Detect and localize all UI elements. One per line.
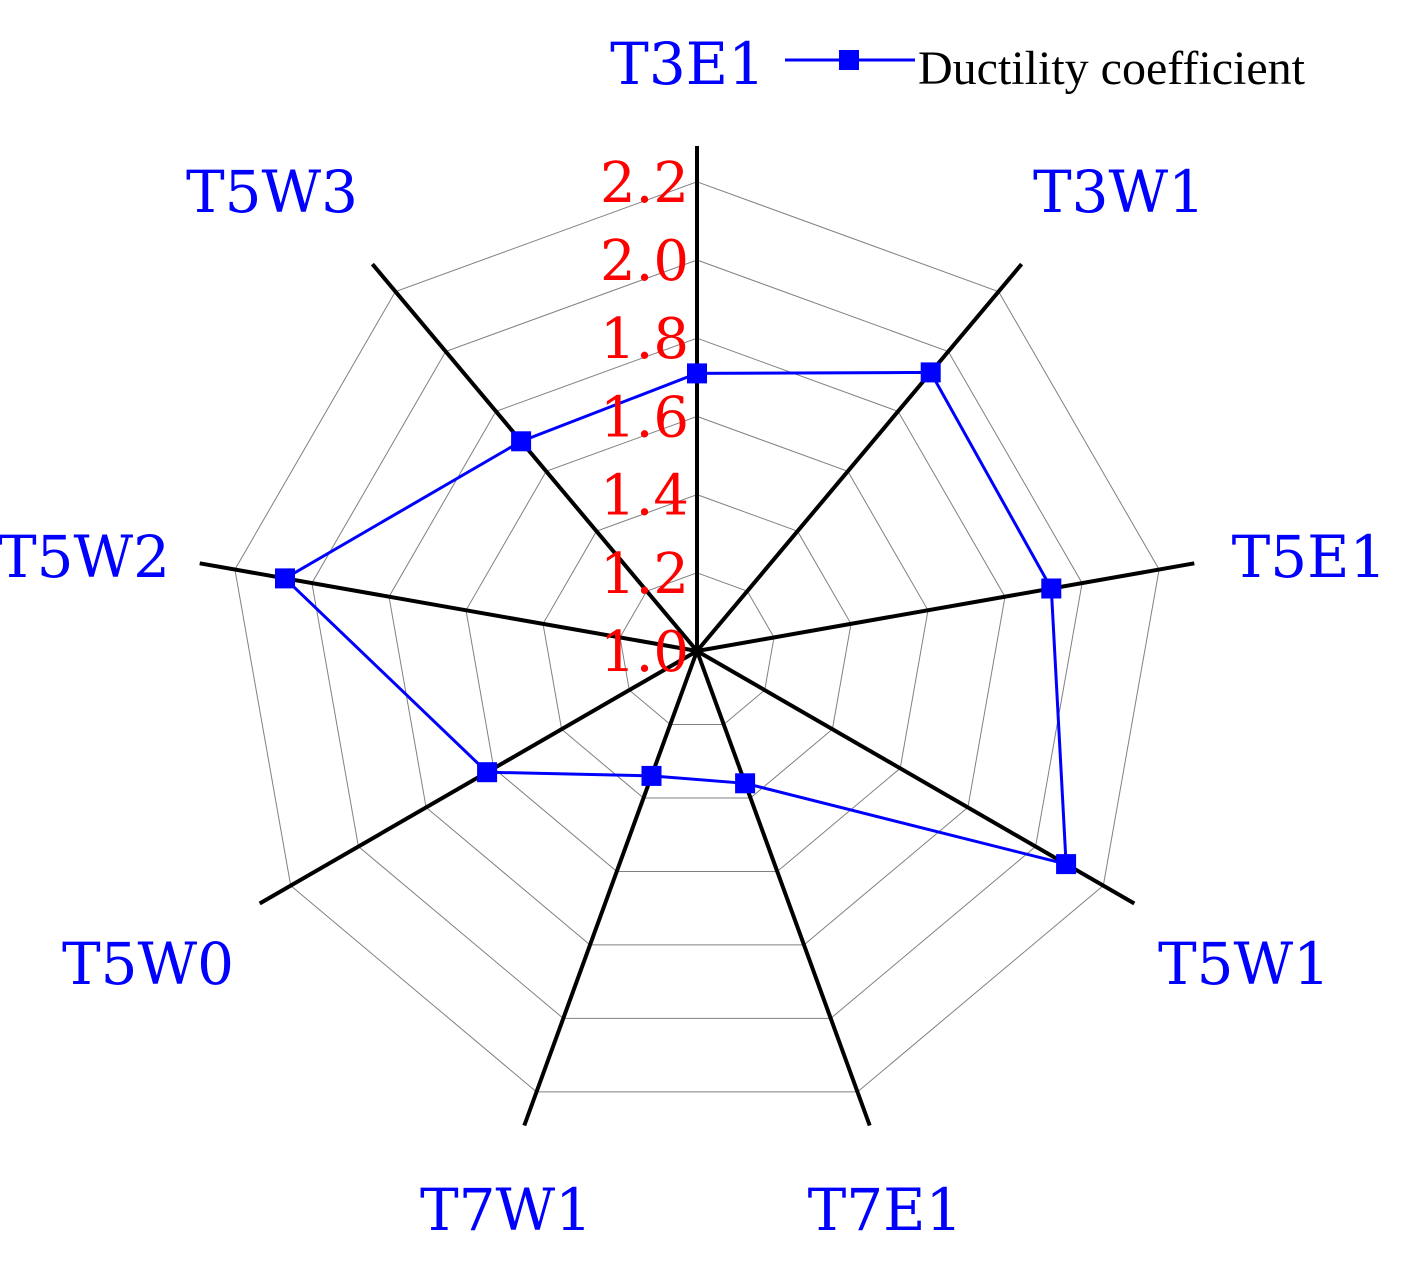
data-point-t5w2 [275,568,295,589]
data-point-t3w1 [920,362,941,383]
grid-ring-4 [388,337,1006,946]
tick-label: 1.0 [600,620,689,685]
category-label-t5w1: T5W1 [1158,930,1330,998]
radar-grid [234,181,1160,1093]
category-label-t3w1: T3W1 [1033,158,1205,226]
data-point-t5w0 [477,762,498,783]
category-label-t5w2: T5W2 [0,523,170,591]
data-point-t7w1 [641,765,662,786]
data-point-t7e1 [735,773,756,794]
data-point-t5w1 [1056,854,1077,875]
legend-label: Ductility coefficient [918,42,1306,95]
axis-t5w3 [370,262,699,653]
axis-t5e1 [696,561,1195,653]
radar-axes [199,146,1195,1127]
axis-t7e1 [695,650,872,1127]
grid-ring-1 [619,572,775,725]
grid-ring-6 [234,181,1160,1093]
radial-tick-labels: 1.0 1.2 1.4 1.6 1.8 2.0 2.2 [600,151,689,685]
tick-label: 2.0 [600,229,689,294]
data-point-t5e1 [1041,578,1062,599]
legend-marker [839,50,859,70]
category-labels: T3E1 T3W1 T5E1 T5W1 T7E1 T7W1 T5W0 T5W2 T5W3 [0,30,1386,1244]
grid-ring-5 [311,259,1083,1019]
tick-label: 1.2 [600,542,689,607]
category-label-t3e1: T3E1 [610,30,765,98]
series-layer [275,362,1077,875]
data-point-t3e1 [687,363,707,384]
axis-t7w1 [522,650,699,1127]
grid-ring-2 [542,494,852,799]
series-line-1 [282,370,1068,867]
legend: Ductility coefficient [785,42,1306,95]
tick-label: 1.8 [600,307,689,372]
category-label-t5w0: T5W0 [62,930,234,998]
category-label-t7w1: T7W1 [420,1176,592,1244]
category-label-t5e1: T5E1 [1232,523,1387,591]
tick-label: 1.4 [600,464,689,529]
tick-label: 1.6 [600,385,689,450]
grid-ring-3 [465,415,929,872]
category-label-t7e1: T7E1 [808,1176,963,1244]
category-label-t5w3: T5W3 [186,158,358,226]
tick-label: 2.2 [600,151,689,216]
axis-t3w1 [695,262,1024,653]
data-point-t5w3 [511,431,532,452]
